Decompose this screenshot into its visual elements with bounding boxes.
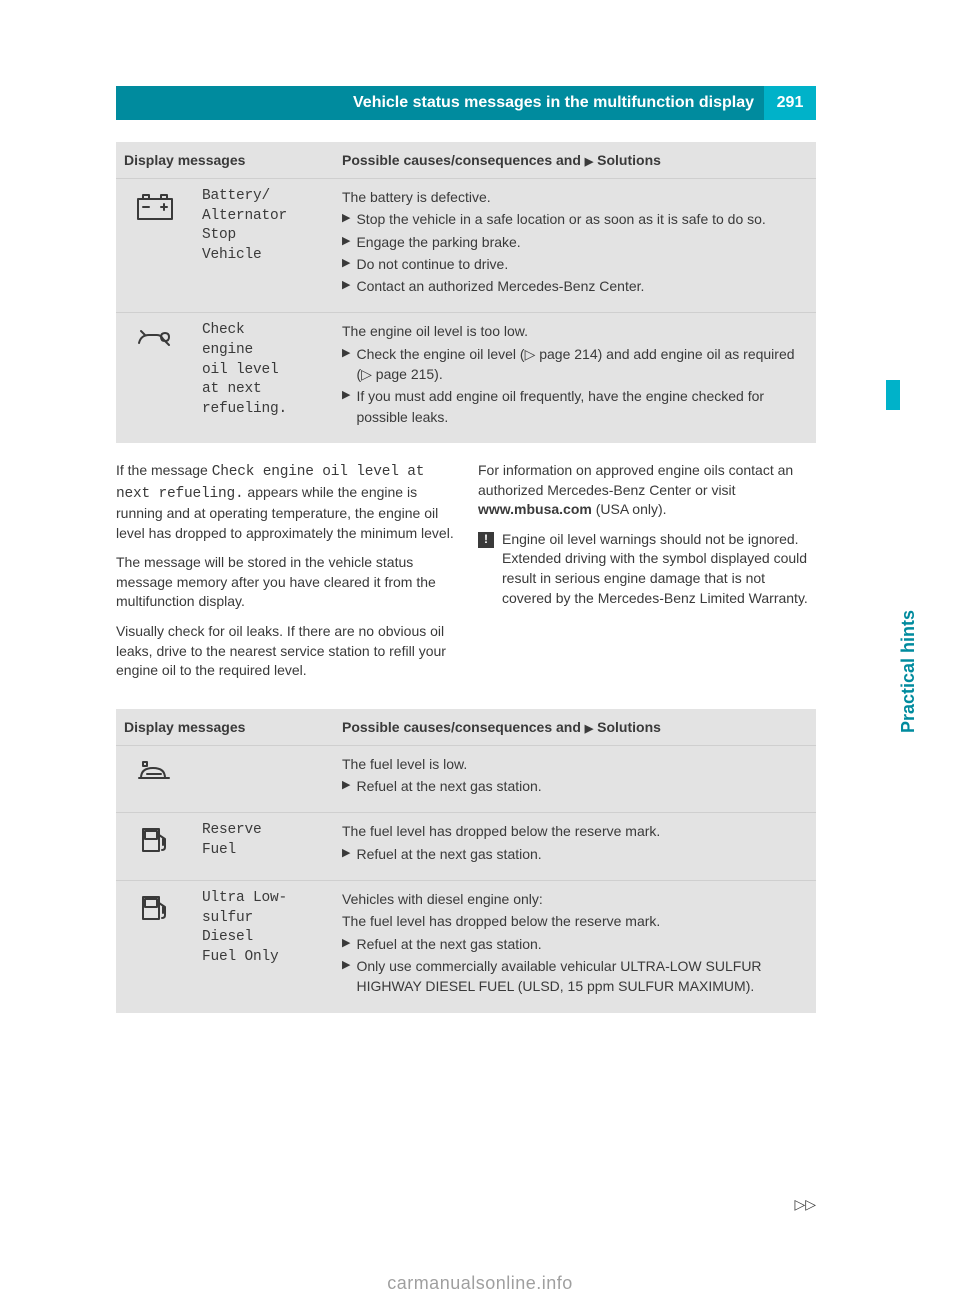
body-left-p2: The message will be stored in the vehicl…: [116, 553, 454, 612]
bullet-triangle-icon: ▶: [342, 778, 350, 796]
messages-table-1: Display messages Possible causes/consequ…: [116, 142, 816, 443]
bullet-triangle-icon: ▶: [342, 256, 350, 274]
bullet-text: Contact an authorized Mercedes-Benz Cent…: [356, 276, 644, 296]
body-right-p1b: (USA only).: [592, 501, 667, 517]
solution-intro: The engine oil level is too low.: [342, 321, 808, 341]
bullet-triangle-icon: ▶: [342, 958, 350, 997]
solution-bullet: ▶ Refuel at the next gas station.: [342, 776, 808, 796]
th2-sol-triangle-icon: ▶: [585, 723, 593, 735]
th-sol-triangle-icon: ▶: [585, 156, 593, 168]
bullet-triangle-icon: ▶: [342, 211, 350, 229]
side-tab: Practical hints: [870, 380, 900, 620]
bullet-text: Do not continue to drive.: [356, 254, 508, 274]
table-row: Reserve Fuel The fuel level has dropped b…: [116, 813, 816, 881]
warning-note: ! Engine oil level warnings should not b…: [478, 530, 816, 608]
bullet-triangle-icon: ▶: [342, 846, 350, 864]
table-row: Battery/ Alternator Stop Vehicle The batt…: [116, 179, 816, 313]
table2-header-messages: Display messages: [116, 709, 334, 746]
fuel-pump-icon: [116, 813, 194, 881]
th2-sol-prefix: Possible causes/consequences and: [342, 719, 585, 735]
side-tab-block: [886, 380, 900, 410]
solution-bullet: ▶If you must add engine oil frequently, …: [342, 386, 808, 427]
table-row: Ultra Low- sulfur Diesel Fuel OnlyVehicl…: [116, 881, 816, 1013]
solution-bullet: ▶ Refuel at the next gas station.: [342, 844, 808, 864]
watermark: carmanualsonline.info: [0, 1273, 960, 1294]
body-left-p1a: If the message: [116, 462, 212, 478]
bullet-text: Check the engine oil level (▷ page 214) …: [356, 344, 808, 385]
table-header-solutions: Possible causes/consequences and ▶ Solut…: [334, 142, 816, 179]
body-left-p1: If the message Check engine oil level at…: [116, 461, 454, 543]
bullet-text: Stop the vehicle in a safe location or a…: [356, 209, 765, 229]
oil-icon: [116, 313, 194, 443]
solution-cell: The battery is defective. ▶ Stop the vehic…: [334, 179, 816, 313]
solution-cell: The fuel level is low. ▶ Refuel at the nex…: [334, 745, 816, 813]
bullet-triangle-icon: ▶: [342, 936, 350, 954]
bullet-text: Refuel at the next gas station.: [356, 776, 541, 796]
body-col-left: If the message Check engine oil level at…: [116, 461, 454, 691]
warning-icon: !: [478, 532, 494, 548]
th-sol-suffix: Solutions: [593, 152, 661, 168]
bullet-triangle-icon: ▶: [342, 346, 350, 385]
bullet-text: If you must add engine oil frequently, h…: [356, 386, 808, 427]
battery-icon: [116, 179, 194, 313]
bullet-triangle-icon: ▶: [342, 278, 350, 296]
solution-cell: Vehicles with diesel engine only:The fue…: [334, 881, 816, 1013]
solution-bullet: ▶ Stop the vehicle in a safe location or …: [342, 209, 808, 229]
table-header-messages: Display messages: [116, 142, 334, 179]
messages-table-2: Display messages Possible causes/consequ…: [116, 709, 816, 1013]
solution-cell: The engine oil level is too low. ▶Check t…: [334, 313, 816, 443]
body-left-p3: Visually check for oil leaks. If there a…: [116, 622, 454, 681]
solution-bullet: ▶ Contact an authorized Mercedes-Benz Cen…: [342, 276, 808, 296]
solution-intro: The fuel level is low.: [342, 754, 808, 774]
bullet-text: Engage the parking brake.: [356, 232, 520, 252]
solution-bullet: ▶ Do not continue to drive.: [342, 254, 808, 274]
display-message-text: Check engine oil level at next refueling…: [194, 313, 334, 443]
fuel-pump-icon: [116, 881, 194, 1013]
display-message-text: Reserve Fuel: [194, 813, 334, 881]
bullet-triangle-icon: ▶: [342, 234, 350, 252]
solution-intro: The battery is defective.: [342, 187, 808, 207]
continuation-arrows-icon: ▷▷: [794, 1196, 816, 1213]
solution-bullet: ▶Only use commercially available vehicul…: [342, 956, 808, 997]
bullet-text: Refuel at the next gas station.: [356, 844, 541, 864]
solution-intro: The fuel level has dropped below the res…: [342, 911, 808, 931]
bullet-triangle-icon: ▶: [342, 388, 350, 427]
th2-sol-suffix: Solutions: [593, 719, 661, 735]
header-page-number: 291: [764, 86, 816, 120]
display-message-text: [194, 745, 334, 813]
fuel-car-icon: [116, 745, 194, 813]
warning-text: Engine oil level warnings should not be …: [502, 530, 816, 608]
bullet-text: Only use commercially available vehicula…: [356, 956, 808, 997]
body-right-p1a: For information on approved engine oils …: [478, 462, 793, 498]
table-row: Check engine oil level at next refueling…: [116, 313, 816, 443]
solution-bullet: ▶ Engage the parking brake.: [342, 232, 808, 252]
body-right-p1: For information on approved engine oils …: [478, 461, 816, 520]
header-bar: Vehicle status messages in the multifunc…: [116, 86, 816, 120]
solution-bullet: ▶Check the engine oil level (▷ page 214)…: [342, 344, 808, 385]
th-sol-prefix: Possible causes/consequences and: [342, 152, 585, 168]
side-tab-label: Practical hints: [898, 610, 919, 733]
display-message-text: Ultra Low- sulfur Diesel Fuel Only: [194, 881, 334, 1013]
bullet-text: Refuel at the next gas station.: [356, 934, 541, 954]
solution-cell: The fuel level has dropped below the res…: [334, 813, 816, 881]
table2-header-solutions: Possible causes/consequences and ▶ Solut…: [334, 709, 816, 746]
solution-intro: The fuel level has dropped below the res…: [342, 821, 808, 841]
table-row: The fuel level is low. ▶ Refuel at the nex…: [116, 745, 816, 813]
display-message-text: Battery/ Alternator Stop Vehicle: [194, 179, 334, 313]
solution-bullet: ▶ Refuel at the next gas station.: [342, 934, 808, 954]
header-title: Vehicle status messages in the multifunc…: [116, 86, 764, 120]
page-content: Vehicle status messages in the multifunc…: [116, 86, 816, 1013]
body-col-right: For information on approved engine oils …: [478, 461, 816, 691]
body-text-columns: If the message Check engine oil level at…: [116, 461, 816, 691]
solution-intro: Vehicles with diesel engine only:: [342, 889, 808, 909]
body-right-p1-bold: www.mbusa.com: [478, 501, 592, 517]
